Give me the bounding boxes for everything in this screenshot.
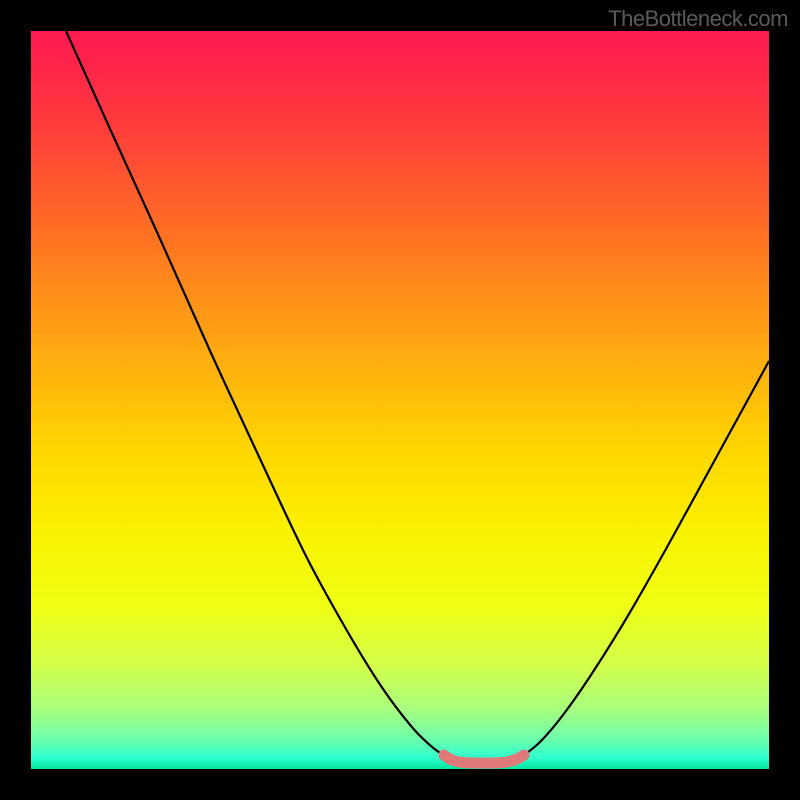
attribution-text: TheBottleneck.com xyxy=(608,6,788,32)
curve-layer xyxy=(31,31,769,769)
main-curve xyxy=(66,31,769,763)
bottom-highlight xyxy=(444,755,524,763)
plot-area xyxy=(31,31,769,769)
chart-container: TheBottleneck.com xyxy=(0,0,800,800)
